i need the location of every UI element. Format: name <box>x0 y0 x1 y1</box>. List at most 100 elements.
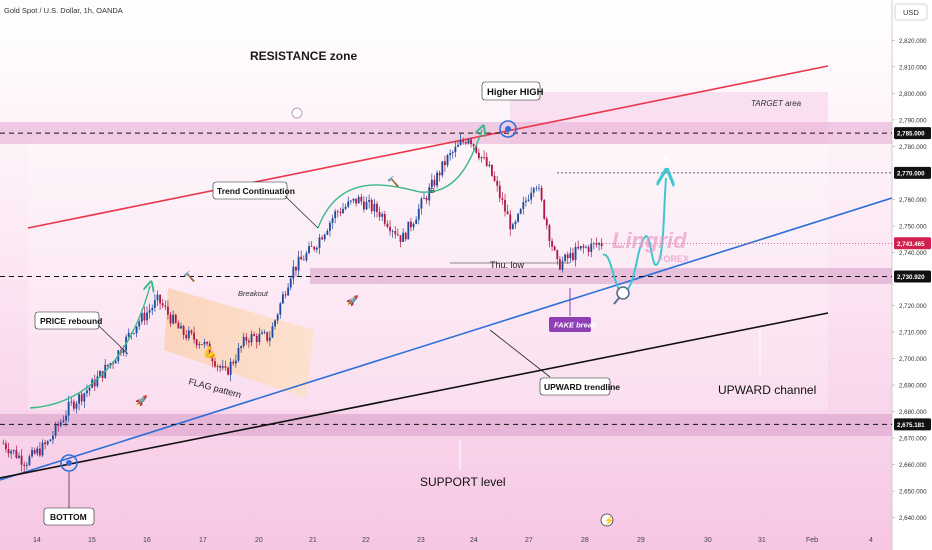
candle-body <box>582 246 585 248</box>
watermark-sub: FOREX <box>658 254 689 264</box>
candle-body <box>78 394 80 404</box>
candle-body <box>488 164 491 166</box>
upward-trendline-label: UPWARD trendline <box>544 382 620 392</box>
rocket-icon-2: 🚀 <box>346 294 359 307</box>
svg-text:⚡: ⚡ <box>604 515 615 527</box>
currency-label: USD <box>903 8 919 17</box>
candle-body <box>347 201 350 207</box>
candle-body <box>153 300 156 308</box>
time-tick-label: 15 <box>88 537 96 544</box>
trendline-pointer <box>489 329 551 378</box>
candle-body <box>300 256 303 260</box>
candle-body <box>224 366 227 368</box>
candle-body <box>566 254 569 259</box>
candle-body <box>449 153 452 156</box>
candle-body <box>167 306 169 315</box>
candle-body <box>72 401 75 409</box>
candle-body <box>33 450 36 454</box>
candle-body <box>44 442 47 445</box>
candle-body <box>214 361 216 367</box>
candle-body <box>391 231 394 232</box>
price-rebound-arrow <box>29 286 150 409</box>
candle-body <box>5 443 7 449</box>
candle-body <box>355 198 357 204</box>
candle-body <box>538 187 540 189</box>
price-level-label: 2,730.920 <box>897 274 925 281</box>
candle-body <box>174 314 177 323</box>
resistance-line <box>27 65 829 229</box>
watermark-brand: Lingrid <box>612 228 687 253</box>
candle-body <box>511 224 514 230</box>
candle-body <box>25 464 28 466</box>
candle-body <box>177 322 180 329</box>
candle-body <box>349 200 352 202</box>
candle-body <box>362 201 365 210</box>
support-band <box>0 414 892 436</box>
price-tick-label: 2,810.000 <box>899 64 927 71</box>
price-tick-label: 2,700.000 <box>899 356 927 363</box>
price-tick-label: 2,800.000 <box>899 91 927 98</box>
support-level-label: SUPPORT level <box>420 475 506 489</box>
candle-body <box>276 314 279 321</box>
upward-trendline-callout: UPWARD trendline <box>539 377 620 396</box>
trend-continuation-label: Trend Continuation <box>217 186 295 196</box>
candle-body <box>274 320 276 327</box>
candle-body <box>438 172 441 176</box>
candle-body <box>436 172 438 186</box>
price-level-badge <box>894 270 931 283</box>
candle-body <box>248 340 250 343</box>
candle-body <box>122 350 125 354</box>
candle-body <box>143 312 146 321</box>
candle-body <box>80 394 83 402</box>
higher-high-label: Higher HIGH <box>487 87 544 98</box>
currency-button[interactable]: USD <box>894 3 928 21</box>
price-tick-label: 2,780.000 <box>899 144 927 151</box>
candle-body <box>208 343 211 357</box>
candle-body <box>352 198 355 201</box>
time-tick-label: 20 <box>255 537 263 544</box>
thu-low-label: Thu. low <box>490 260 525 270</box>
target-area-label: TARGET area <box>751 99 802 108</box>
candle-body <box>237 347 240 361</box>
candle-body <box>425 197 428 201</box>
candle-body <box>420 198 423 209</box>
candle-body <box>532 188 535 193</box>
candle-body <box>133 333 135 334</box>
time-tick-label: 22 <box>362 537 370 544</box>
candle-body <box>412 223 415 228</box>
fake-break-badge: FAKE break <box>549 317 597 332</box>
candle-body <box>572 252 574 260</box>
candle-body <box>402 232 405 242</box>
price-tick-label: 2,710.000 <box>899 330 927 337</box>
candle-body <box>389 226 391 232</box>
price-tick-label: 2,670.000 <box>899 436 927 443</box>
lightning-icon[interactable]: ⚡ <box>600 513 615 527</box>
hammer-icon-1: 🔨 <box>183 270 195 283</box>
candle-body <box>41 442 44 456</box>
candle-body <box>493 175 496 181</box>
candle-body <box>498 185 501 199</box>
price-tick-label: 2,750.000 <box>899 223 927 230</box>
fake-break-label: FAKE break <box>554 321 597 330</box>
candle-body <box>96 376 99 387</box>
time-tick-label: 24 <box>470 537 478 544</box>
candle-body <box>169 314 172 324</box>
candle-body <box>483 157 486 158</box>
candle-body <box>496 180 499 186</box>
candle-body <box>394 231 397 235</box>
candle-body <box>242 336 245 347</box>
target-area-shade <box>510 92 828 144</box>
price-tick-label: 2,760.000 <box>899 197 927 204</box>
candle-body <box>245 336 248 341</box>
candle-body <box>336 211 339 213</box>
candle-body <box>250 334 253 343</box>
time-tick-label: 17 <box>199 537 207 544</box>
price-rebound-callout: PRICE rebound <box>34 311 102 330</box>
candle-body <box>459 140 462 145</box>
candle-body <box>159 294 162 304</box>
time-tick-label: 30 <box>704 537 712 544</box>
higher-high-marker <box>499 120 517 138</box>
candle-body <box>99 371 101 377</box>
candle-body <box>206 341 209 344</box>
